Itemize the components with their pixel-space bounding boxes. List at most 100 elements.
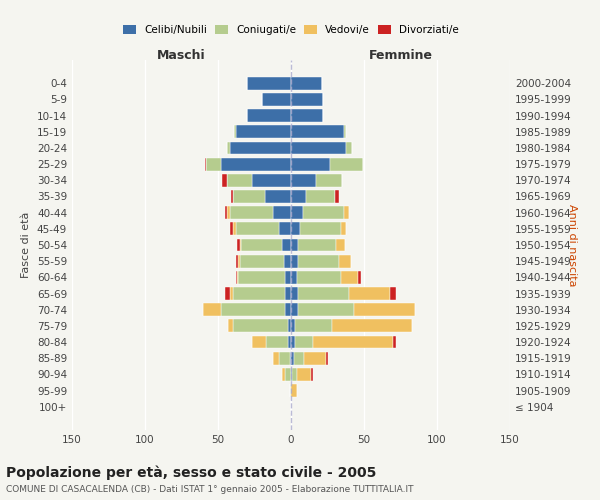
Bar (298, 254, 339, 268)
Bar (341, 222, 346, 235)
Bar (221, 303, 285, 316)
Bar (331, 158, 362, 170)
Bar (326, 352, 328, 364)
Bar (393, 336, 396, 348)
Bar (282, 368, 285, 381)
Bar (291, 238, 298, 252)
Bar (285, 303, 291, 316)
Bar (291, 158, 331, 170)
Bar (265, 190, 291, 203)
Bar (336, 238, 345, 252)
Bar (238, 254, 240, 268)
Bar (240, 254, 284, 268)
Bar (291, 352, 294, 364)
Bar (233, 287, 285, 300)
Bar (302, 206, 344, 219)
Bar (228, 320, 233, 332)
Bar (354, 303, 415, 316)
Bar (291, 222, 300, 235)
Bar (203, 303, 221, 316)
Bar (290, 352, 291, 364)
Bar (282, 238, 291, 252)
Bar (247, 77, 291, 90)
Bar (285, 287, 291, 300)
Bar (298, 238, 336, 252)
Bar (266, 336, 288, 348)
Bar (280, 222, 291, 235)
Bar (227, 206, 230, 219)
Bar (335, 190, 339, 203)
Bar (274, 352, 280, 364)
Bar (304, 352, 326, 364)
Bar (295, 336, 313, 348)
Text: Popolazione per età, sesso e stato civile - 2005: Popolazione per età, sesso e stato civil… (6, 465, 376, 479)
Bar (285, 271, 291, 284)
Bar (284, 254, 291, 268)
Bar (291, 206, 302, 219)
Y-axis label: Anni di nascita: Anni di nascita (567, 204, 577, 286)
Bar (300, 222, 341, 235)
Bar (291, 336, 295, 348)
Bar (226, 206, 227, 219)
Bar (297, 368, 311, 381)
Bar (344, 206, 349, 219)
Legend: Celibi/Nubili, Coniugati/e, Vedovi/e, Divorziati/e: Celibi/Nubili, Coniugati/e, Vedovi/e, Di… (119, 21, 463, 39)
Bar (233, 190, 265, 203)
Bar (291, 142, 346, 154)
Bar (292, 368, 297, 381)
Bar (262, 93, 291, 106)
Bar (358, 271, 361, 284)
Bar (291, 126, 344, 138)
Bar (291, 254, 298, 268)
Bar (305, 190, 335, 203)
Bar (291, 384, 297, 397)
Bar (291, 174, 316, 187)
Bar (251, 174, 291, 187)
Bar (298, 287, 349, 300)
Bar (339, 254, 351, 268)
Bar (237, 271, 238, 284)
Bar (291, 368, 292, 381)
Bar (295, 320, 332, 332)
Bar (227, 142, 230, 154)
Bar (233, 222, 236, 235)
Bar (291, 271, 297, 284)
Bar (221, 158, 291, 170)
Bar (291, 287, 298, 300)
Bar (285, 368, 291, 381)
Bar (230, 287, 233, 300)
Bar (291, 77, 322, 90)
Bar (251, 336, 266, 348)
Bar (298, 303, 354, 316)
Bar (241, 238, 282, 252)
Bar (291, 93, 323, 106)
Bar (291, 190, 305, 203)
Bar (349, 287, 390, 300)
Bar (230, 206, 274, 219)
Bar (290, 384, 291, 397)
Bar (237, 238, 240, 252)
Bar (390, 287, 396, 300)
Bar (291, 320, 295, 332)
Text: Femmine: Femmine (368, 50, 433, 62)
Bar (247, 109, 291, 122)
Bar (297, 271, 341, 284)
Bar (313, 336, 393, 348)
Bar (274, 206, 291, 219)
Y-axis label: Fasce di età: Fasce di età (22, 212, 31, 278)
Bar (231, 190, 233, 203)
Bar (346, 142, 352, 154)
Bar (234, 126, 236, 138)
Bar (230, 142, 291, 154)
Bar (294, 352, 304, 364)
Bar (227, 174, 251, 187)
Bar (236, 271, 237, 284)
Text: Maschi: Maschi (157, 50, 206, 62)
Bar (288, 320, 291, 332)
Bar (238, 271, 285, 284)
Bar (288, 336, 291, 348)
Bar (240, 238, 241, 252)
Bar (280, 352, 290, 364)
Bar (316, 174, 342, 187)
Bar (205, 158, 206, 170)
